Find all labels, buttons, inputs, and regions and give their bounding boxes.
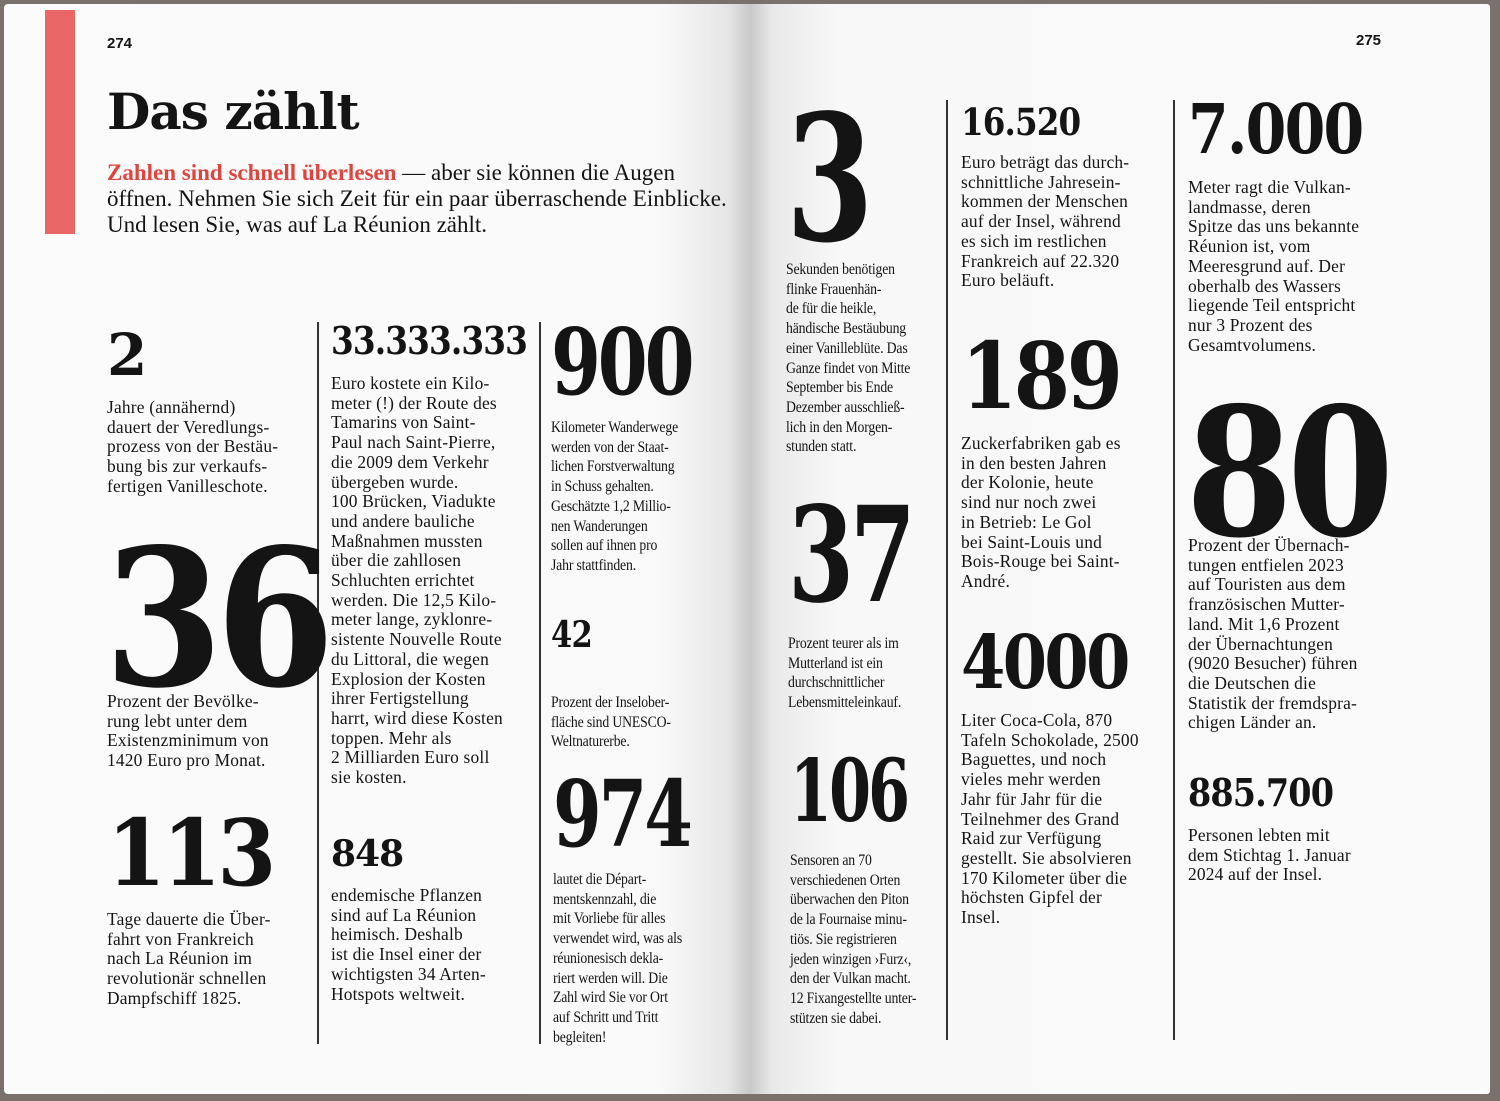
fact-number: 42	[551, 614, 593, 656]
intro-lead: Zahlen sind schnell überlesen	[107, 160, 397, 185]
column-rule	[317, 322, 319, 1044]
fact-16520: 16.520 Euro beträgt das durch- schnittli…	[961, 104, 1129, 291]
fact-text: Sekunden benötigen flinke Frauenhän- de …	[786, 261, 911, 456]
page-number: 275	[1356, 32, 1382, 49]
page-number: 274	[107, 35, 133, 52]
fact-number: 900	[551, 308, 695, 416]
fact-number: 4000	[961, 620, 1130, 706]
fact-text: Prozent der Inselober- fläche sind UNESC…	[551, 694, 671, 751]
fact-848: 848 endemische Pflanzen sind auf La Réun…	[331, 836, 486, 1004]
fact-number: 2	[107, 321, 147, 389]
fact-number: 974	[553, 760, 693, 868]
fact-80: 80 Prozent der Übernach- tungen entfiele…	[1186, 368, 1422, 733]
fact-36: 36 Prozent der Bevölke- rung lebt unter …	[104, 507, 352, 770]
fact-number: 36	[104, 507, 335, 730]
intro-rest: — aber sie können die Augen öffnen. Nehm…	[107, 160, 727, 237]
fact-text: Zuckerfabriken gab es in den besten Jahr…	[961, 433, 1121, 591]
column-rule	[1173, 100, 1175, 1040]
red-accent-bar	[45, 10, 75, 234]
fact-text: endemische Pflanzen sind auf La Réunion …	[331, 885, 486, 1004]
fact-4000: 4000 Liter Coca-Cola, 870 Tafeln Schokol…	[961, 620, 1155, 927]
fact-number: 37	[788, 478, 916, 633]
fact-text: Kilometer Wanderwege werden von der Staa…	[551, 419, 679, 574]
fact-number: 113	[107, 799, 276, 907]
fact-text: Meter ragt die Vulkan- landmasse, deren …	[1188, 177, 1360, 355]
left-page: 274 Das zählt Zahlen sind schnell überle…	[4, 4, 750, 1094]
fact-3: 3 Sekunden benötigen flinke Frauenhän- d…	[786, 77, 910, 455]
right-page: 275 3 Sekunden benötigen flinke Frauenhä…	[750, 4, 1490, 1094]
fact-number: 16.520	[961, 100, 1081, 144]
fact-number: 189	[961, 322, 1123, 430]
fact-37: 37 Prozent teurer als im Mutterland ist …	[788, 478, 960, 712]
fact-189: 189 Zuckerfabriken gab es in den besten …	[961, 322, 1141, 591]
fact-2: 2 Jahre (annähernd) dauert der Veredlung…	[107, 326, 278, 497]
fact-text: Liter Coca-Cola, 870 Tafeln Schokolade, …	[961, 710, 1139, 928]
fact-text: Jahre (annähernd) dauert der Veredlungs-…	[107, 397, 279, 496]
column-rule	[539, 322, 541, 1044]
fact-33333333: 33.333.333 Euro kostete ein Kilo- meter …	[331, 322, 559, 788]
fact-text: Prozent der Übernach- tungen entfielen 2…	[1188, 535, 1358, 733]
fact-885700: 885.700 Personen lebten mit dem Stichtag…	[1188, 774, 1353, 885]
fact-113: 113 Tage dauerte die Über- fahrt von Fra…	[107, 799, 287, 1008]
fact-number: 885.700	[1188, 770, 1334, 815]
fact-text: Personen lebten mit dem Stichtag 1. Janu…	[1188, 825, 1351, 885]
fact-number: 80	[1186, 368, 1394, 577]
column-rule	[946, 100, 948, 1040]
intro-text: Zahlen sind schnell überlesen — aber sie…	[107, 160, 727, 238]
fact-text: Prozent der Bevölke- rung lebt unter dem…	[107, 691, 269, 771]
fact-text: Euro beträgt das durch- schnittliche Jah…	[961, 152, 1130, 291]
fact-7000: 7.000 Meter ragt die Vulkan- landmasse, …	[1188, 90, 1391, 354]
fact-text: Sensoren an 70 verschiedenen Orten überw…	[790, 852, 917, 1027]
fact-text: Tage dauerte die Über- fahrt von Frankre…	[107, 909, 271, 1008]
fact-text: Prozent teurer als im Mutterland ist ein…	[788, 635, 902, 712]
fact-900: 900 Kilometer Wanderwege werden von der …	[551, 308, 731, 574]
fact-number: 33.333.333	[331, 318, 528, 363]
fact-number: 3	[786, 77, 874, 282]
fact-text: Euro kostete ein Kilo- meter (!) der Rou…	[331, 373, 503, 788]
fact-42: 42 Prozent der Inselober- fläche sind UN…	[551, 614, 671, 750]
fact-number: 848	[331, 833, 404, 875]
fact-number: 7.000	[1188, 90, 1364, 170]
fact-text: lautet die Départ- mentskennzahl, die mi…	[553, 871, 683, 1046]
page-title: Das zählt	[107, 82, 360, 141]
fact-974: 974 lautet die Départ- mentskennzahl, di…	[553, 760, 733, 1046]
fact-106: 106 Sensoren an 70 verschiedenen Orten ü…	[790, 741, 958, 1027]
fact-number: 106	[790, 741, 910, 842]
